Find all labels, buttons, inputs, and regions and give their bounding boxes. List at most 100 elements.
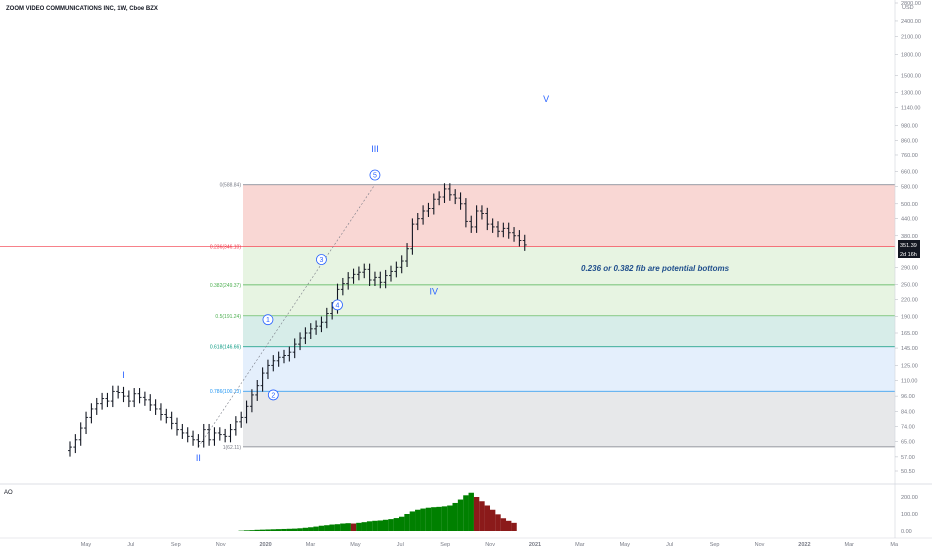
countdown-tag: 2d 16h: [900, 252, 917, 258]
ao-bar: [318, 525, 325, 531]
ao-bar: [259, 529, 266, 531]
y-tick-label: 250.00: [901, 283, 918, 289]
x-tick-label: Sep: [710, 542, 720, 548]
y-tick-label: 96.00: [901, 394, 915, 400]
price-bars: [68, 183, 527, 457]
y-tick-label: 220.00: [901, 297, 918, 303]
ao-bar: [243, 530, 250, 531]
fib-zone: [243, 346, 895, 392]
fib-level-label: 1(62.11): [223, 445, 242, 451]
ao-y-tick-label: 200.00: [901, 495, 918, 501]
y-tick-label: 2100.00: [901, 35, 921, 41]
ao-bar: [249, 530, 255, 531]
x-tick-label: Sep: [440, 542, 450, 548]
x-tick-label: May: [81, 542, 92, 548]
ao-bar: [265, 529, 271, 531]
x-tick-label: Nov: [755, 542, 765, 548]
chart-title: ZOOM VIDEO COMMUNICATIONS INC, 1W, Cboe …: [6, 6, 158, 12]
y-tick-label: 190.00: [901, 315, 918, 321]
wave-circle: [316, 254, 327, 265]
trend-line: [198, 184, 376, 448]
x-tick-label: Mar: [575, 542, 585, 548]
y-tick-label: 580.00: [901, 184, 918, 190]
y-tick-label: 84.00: [901, 410, 915, 416]
ao-y-tick-label: 0.00: [901, 529, 912, 535]
ao-bar: [366, 521, 373, 531]
ao-bar: [506, 520, 512, 531]
wave-label: 4: [336, 302, 340, 309]
ao-bar: [436, 506, 442, 531]
x-tick-label: 2020: [259, 542, 271, 548]
y-tick-label: 57.00: [901, 455, 915, 461]
ao-bar: [308, 527, 314, 531]
ao-bar: [404, 514, 410, 531]
x-tick-label: Nov: [485, 542, 495, 548]
wave-label: 3: [319, 257, 323, 264]
ao-bar: [393, 518, 400, 531]
wave-label: V: [543, 94, 549, 104]
y-tick-label: 145.00: [901, 346, 918, 352]
ao-bar: [377, 520, 383, 531]
ao-bar: [431, 507, 437, 531]
y-tick-label: 74.00: [901, 424, 915, 430]
y-tick-label: 290.00: [901, 265, 918, 271]
fib-level-label: 0.382(249.37): [210, 283, 241, 289]
awesome-oscillator-pane: 0.00 100.00 200.00: [238, 492, 918, 535]
x-tick-label: May: [620, 542, 631, 548]
ao-bar: [324, 525, 330, 531]
currency-label: USD: [902, 5, 914, 11]
time-axis[interactable]: May Jul Sep Nov 2020 Mar May Jul Sep Nov 2021 Mar Ma…: [0, 537, 932, 548]
ao-bar: [382, 519, 389, 531]
countdown-tag-bg: [898, 249, 920, 258]
ao-bar: [511, 522, 517, 531]
fibonacci-retracement[interactable]: 0(588.84) 0.236(346.10) 0.382(249.37) 0.5(1…: [0, 183, 895, 451]
fib-level-label: 0(588.84): [220, 183, 242, 189]
ao-bar: [495, 514, 501, 531]
ao-bar: [425, 507, 432, 531]
x-tick-label: Jul: [666, 542, 673, 548]
ao-bar: [409, 511, 416, 531]
x-tick-label: Nov: [216, 542, 226, 548]
wave-circle: [332, 299, 343, 311]
x-tick-label: 2021: [529, 542, 541, 548]
ao-bar: [489, 509, 496, 531]
ao-bar: [441, 506, 448, 531]
y-tick-label: 380.00: [901, 234, 918, 240]
y-tick-label: 500.00: [901, 202, 918, 208]
ao-bar: [388, 519, 394, 531]
ao-bar: [275, 529, 282, 531]
wave-label: III: [371, 144, 379, 154]
x-tick-label: Ma: [890, 542, 899, 548]
y-tick-label: 1140.00: [901, 106, 920, 112]
ao-bar: [484, 505, 490, 531]
ao-y-tick-label: 100.00: [901, 512, 918, 518]
ao-bar: [372, 520, 378, 531]
ao-bar: [281, 528, 287, 531]
wave-label: IV: [430, 286, 439, 296]
fib-level-label: 0.786(100.13): [210, 389, 241, 395]
ao-bar: [399, 516, 405, 531]
x-tick-label: 2022: [798, 542, 810, 548]
fib-level-label: 0.236(346.10): [210, 245, 241, 251]
y-tick-label: 760.00: [901, 153, 918, 159]
wave-label: 2: [271, 392, 275, 399]
fib-zone: [243, 184, 895, 247]
ao-title: AO: [4, 490, 13, 496]
x-tick-label: Jul: [397, 542, 404, 548]
y-tick-label: 125.00: [901, 363, 918, 369]
ao-bar: [297, 528, 303, 531]
y-tick-label: 65.00: [901, 440, 915, 446]
price-axis[interactable]: 50.50 57.00 65.00 74.00 84.00 96.00 110.00 125.…: [894, 0, 921, 538]
y-tick-label: 440.00: [901, 217, 918, 223]
ao-bar: [457, 499, 464, 531]
ao-bar: [473, 497, 480, 531]
y-tick-label: 1500.00: [901, 74, 921, 80]
annotation-text: 0.236 or 0.382 fib are potential bottoms: [581, 264, 730, 273]
y-tick-label: 860.00: [901, 139, 918, 145]
x-tick-label: May: [350, 542, 361, 548]
ao-bar: [270, 529, 276, 531]
ao-bar: [340, 523, 346, 531]
fib-zone: [243, 246, 895, 285]
